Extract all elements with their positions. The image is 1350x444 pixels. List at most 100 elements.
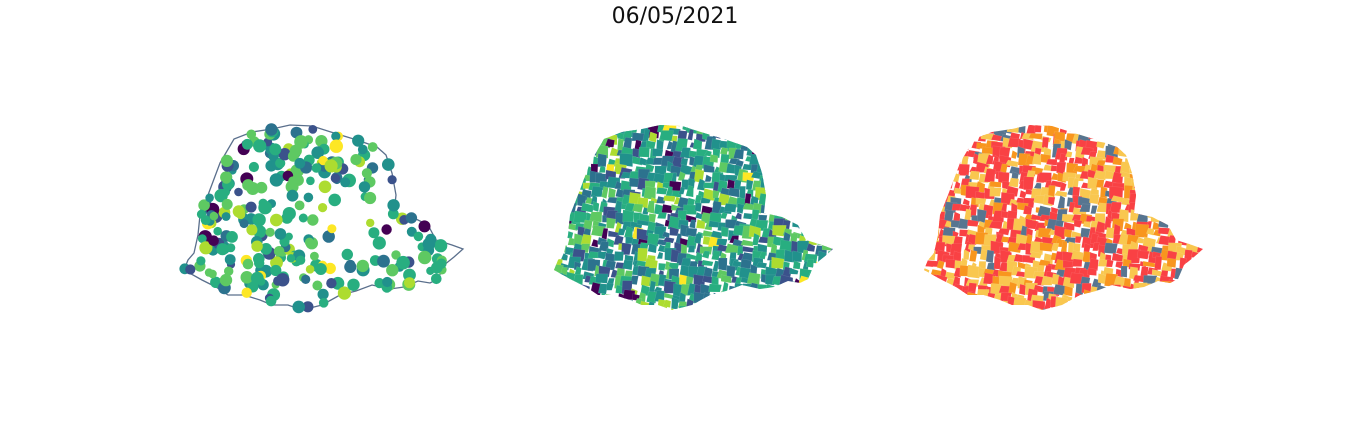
municipality-bubble bbox=[313, 146, 323, 156]
municipality-region bbox=[829, 132, 833, 144]
municipality-region bbox=[1129, 306, 1143, 310]
municipality-region bbox=[1187, 125, 1197, 134]
municipality-region bbox=[1150, 125, 1164, 134]
municipality-region bbox=[771, 256, 785, 269]
municipality-region bbox=[924, 291, 933, 304]
municipality-region bbox=[797, 205, 811, 217]
municipality-region bbox=[557, 301, 571, 309]
municipality-region bbox=[561, 180, 568, 189]
municipality-region bbox=[815, 300, 825, 310]
municipality-region bbox=[1198, 258, 1203, 268]
municipality-region bbox=[778, 125, 786, 129]
municipality-bubble bbox=[330, 173, 341, 183]
municipality-region bbox=[1204, 182, 1213, 193]
municipality-region bbox=[816, 168, 827, 182]
municipality-region bbox=[928, 203, 938, 214]
municipality-region bbox=[652, 148, 664, 157]
municipality-bubble bbox=[302, 301, 314, 313]
municipality-region bbox=[1162, 180, 1172, 189]
municipality-region bbox=[950, 140, 962, 151]
municipality-region bbox=[674, 125, 682, 127]
municipality-bubble bbox=[288, 176, 298, 186]
municipality-bubble bbox=[255, 181, 268, 194]
municipality-region bbox=[824, 136, 833, 151]
municipality-region bbox=[601, 228, 609, 240]
municipality-region bbox=[924, 196, 929, 206]
municipality-region bbox=[924, 131, 925, 139]
municipality-region bbox=[728, 285, 739, 296]
municipality-region bbox=[704, 174, 712, 182]
municipality-region bbox=[1131, 300, 1140, 310]
municipality-region bbox=[1174, 231, 1185, 240]
municipality-region bbox=[554, 309, 560, 310]
municipality-region bbox=[742, 130, 751, 145]
municipality-region bbox=[790, 154, 805, 169]
municipality-region bbox=[710, 299, 719, 310]
municipality-region bbox=[1146, 227, 1155, 236]
municipality-region bbox=[817, 232, 827, 246]
municipality-region bbox=[809, 298, 819, 310]
municipality-region bbox=[765, 165, 775, 175]
municipality-region bbox=[554, 177, 561, 191]
municipality-region bbox=[924, 125, 932, 126]
municipality-region bbox=[575, 302, 586, 310]
municipality-bubble bbox=[270, 213, 283, 227]
municipality-region bbox=[1174, 131, 1186, 139]
municipality-region bbox=[1154, 187, 1163, 196]
municipality-region bbox=[740, 258, 752, 269]
municipality-region bbox=[958, 218, 970, 230]
municipality-region bbox=[930, 125, 939, 138]
municipality-region bbox=[779, 155, 794, 164]
municipality-region bbox=[812, 127, 825, 142]
municipality-region bbox=[572, 125, 587, 126]
municipality-bubble bbox=[357, 144, 368, 155]
municipality-region bbox=[913, 292, 923, 299]
municipality-region bbox=[1073, 307, 1087, 310]
municipality-region bbox=[1195, 158, 1203, 167]
municipality-region bbox=[778, 274, 794, 287]
municipality-region bbox=[1083, 289, 1091, 301]
municipality-region bbox=[1185, 209, 1198, 220]
municipality-region bbox=[912, 188, 921, 197]
municipality-region bbox=[912, 122, 924, 134]
municipality-region bbox=[822, 171, 833, 184]
municipality-region bbox=[825, 147, 833, 158]
municipality-region bbox=[821, 243, 833, 251]
municipality-region bbox=[813, 185, 826, 199]
municipality-region bbox=[568, 172, 580, 180]
municipality-region bbox=[1127, 136, 1137, 150]
municipality-region bbox=[912, 154, 924, 164]
municipality-region bbox=[1154, 156, 1164, 169]
municipality-bubble bbox=[374, 278, 385, 289]
municipality-region bbox=[1143, 202, 1156, 213]
municipality-region bbox=[924, 202, 933, 215]
municipality-region bbox=[817, 228, 824, 239]
municipality-region bbox=[760, 204, 769, 214]
municipality-region bbox=[1172, 125, 1179, 135]
municipality-region bbox=[820, 196, 832, 206]
municipality-region bbox=[914, 260, 921, 269]
municipality-bubble bbox=[306, 176, 315, 186]
municipality-region bbox=[1191, 128, 1202, 143]
municipality-region bbox=[677, 115, 688, 123]
municipality-region bbox=[1184, 147, 1193, 155]
municipality-region bbox=[646, 200, 655, 214]
municipality-bubble bbox=[326, 278, 337, 289]
municipality-region bbox=[739, 186, 746, 200]
municipality-bubble bbox=[248, 161, 259, 173]
municipality-bubble bbox=[224, 266, 234, 276]
municipality-region bbox=[1011, 150, 1018, 160]
municipality-region bbox=[1092, 242, 1100, 252]
municipality-region bbox=[1079, 203, 1091, 213]
municipality-region bbox=[566, 300, 581, 308]
municipality-region bbox=[989, 181, 1002, 188]
municipality-bubble bbox=[310, 251, 319, 261]
municipality-region bbox=[797, 149, 812, 161]
municipality-region bbox=[710, 138, 722, 150]
municipality-region bbox=[742, 126, 750, 134]
municipality-bubble bbox=[431, 273, 442, 285]
municipality-region bbox=[822, 307, 833, 310]
municipality-region bbox=[726, 125, 739, 136]
municipality-region bbox=[817, 158, 826, 169]
municipality-region bbox=[774, 139, 785, 151]
